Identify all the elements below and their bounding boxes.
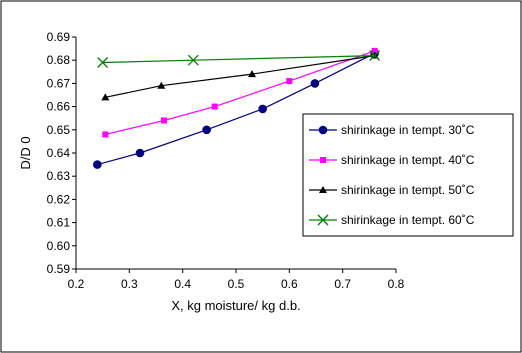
x-tick-label: 0.2 [68,277,85,291]
data-point [157,81,166,89]
y-tick-label: 0.63 [47,169,71,183]
x-tick-label: 0.7 [334,277,351,291]
legend-entry: shirinkage in tempt. 50˚C [309,183,475,197]
data-point [102,131,109,138]
legend-label: shirinkage in tempt. 50˚C [341,183,475,197]
data-point [286,78,293,85]
y-axis-label-text: D/D 0 [18,136,33,169]
data-point [258,104,267,114]
x-tick-label: 0.8 [388,277,405,291]
y-tick-label: 0.64 [47,146,71,160]
data-point [135,148,145,158]
y-tick-label: 0.59 [47,262,71,276]
legend-marker [320,157,326,163]
y-tick-label: 0.62 [47,192,71,206]
y-tick-label: 0.65 [47,123,71,137]
data-point [161,117,167,124]
data-point [202,125,211,135]
y-tick-label: 0.67 [47,76,71,90]
data-point [93,160,102,169]
data-point [211,103,218,110]
data-point [369,50,381,62]
data-point [101,93,110,101]
legend-entry: shirinkage in tempt. 60˚C [309,213,475,227]
x-tick-label: 0.6 [281,277,298,291]
x-axis-label: X, kg moisture/ kg d.b. [171,298,300,313]
data-point-stroke [187,54,199,66]
legend-marker [317,214,329,226]
legend-box [302,113,514,237]
legend-label: shirinkage in tempt. 40˚C [341,153,475,167]
x-tick-label: 0.4 [174,277,191,291]
y-tick-label: 0.66 [47,100,71,114]
legend-label: shirinkage in tempt. 30˚C [341,123,475,137]
series-group [93,47,381,169]
y-tick-label: 0.68 [47,53,71,67]
series-line-1 [97,52,375,166]
y-tick-label: 0.69 [47,30,71,44]
legend: shirinkage in tempt. 30˚C shirinkage in t… [302,113,514,237]
data-point-stroke [97,57,109,68]
x-tick-label: 0.3 [121,277,138,291]
legend-marker-stroke [317,214,329,226]
legend-marker [319,186,327,193]
legend-label: shirinkage in tempt. 60˚C [341,213,475,227]
legend-entry: shirinkage in tempt. 40˚C [309,153,475,167]
data-point [371,47,378,54]
legend-marker [318,125,328,135]
y-tick-label: 0.60 [47,239,71,253]
data-point [248,70,256,78]
axes: 0.59 0.60 0.61 0.62 0.63 0.64 0.65 0.66 0.67 0.68… [47,30,405,291]
legend-entry: shirinkage in tempt. 30˚C [309,123,475,137]
y-tick-label: 0.61 [47,216,71,230]
data-point [310,79,320,88]
data-point [187,54,199,66]
y-axis-label: D/D 0 [18,136,33,169]
data-point-stroke [369,50,381,62]
data-point [97,57,109,68]
x-tick-label: 0.5 [228,277,245,291]
series-line-3 [105,55,375,98]
